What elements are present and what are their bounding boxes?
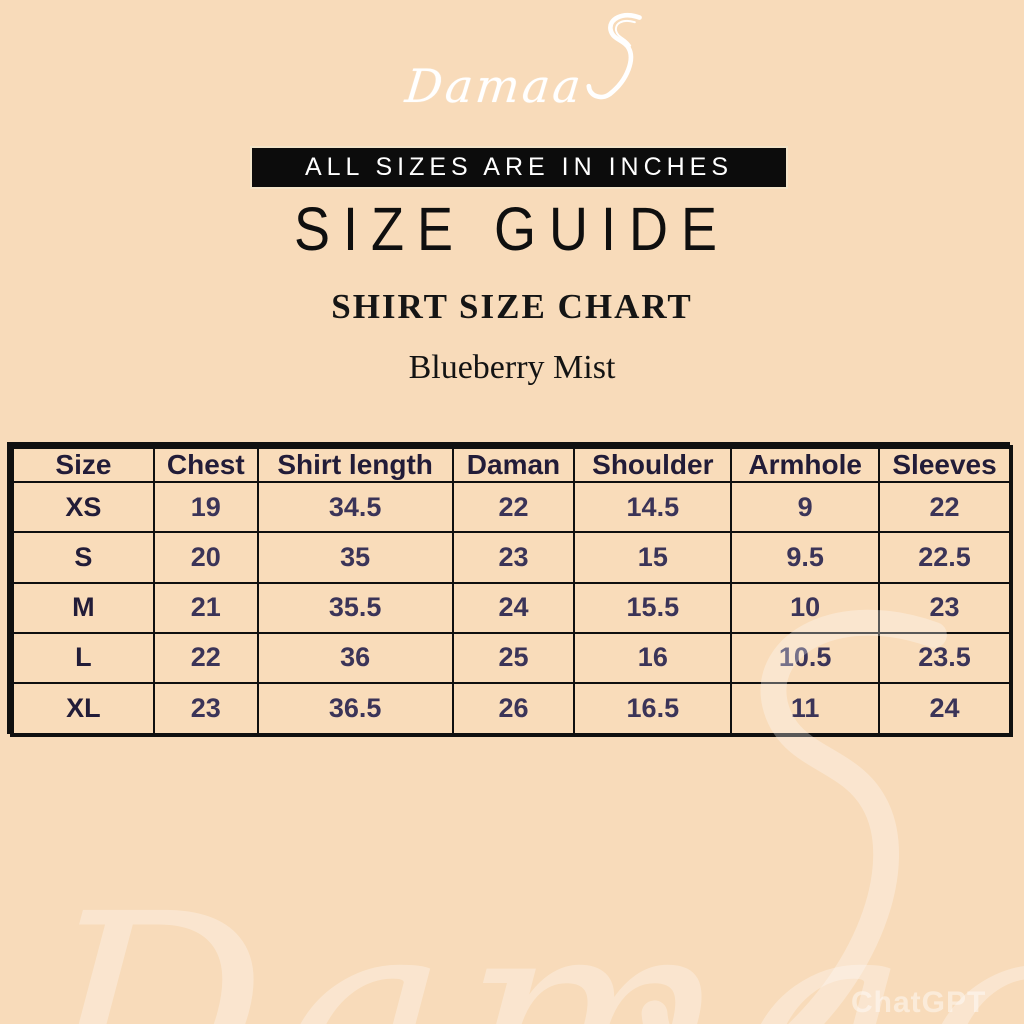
chatgpt-watermark: ChatGPT — [851, 986, 987, 1019]
value-cell: 15.5 — [573, 581, 733, 634]
table-row: L 22 36 25 16 10.5 23.5 — [11, 631, 1012, 685]
value-cell: 23 — [152, 682, 259, 736]
value-cell: 22.5 — [878, 531, 1012, 584]
column-header: Chest — [152, 446, 259, 483]
value-cell: 20 — [152, 531, 259, 584]
value-cell: 26 — [451, 682, 576, 736]
value-cell: 9 — [730, 480, 881, 534]
value-cell: 36.5 — [256, 682, 454, 736]
value-cell: 36 — [256, 631, 454, 685]
table-row: M 21 35.5 24 15.5 10 23 — [11, 581, 1012, 634]
value-cell: 16 — [573, 631, 733, 685]
value-cell: 9.5 — [730, 531, 881, 584]
value-cell: 10.5 — [730, 631, 881, 685]
value-cell: 35 — [256, 531, 454, 584]
value-cell: 35.5 — [256, 581, 454, 634]
value-cell: 19 — [152, 480, 259, 534]
size-cell: M — [11, 581, 155, 634]
value-cell: 22 — [152, 631, 259, 685]
value-cell: 11 — [730, 682, 881, 736]
value-cell: 23 — [878, 581, 1012, 634]
inches-banner: ALL SIZES ARE IN INCHES — [250, 146, 788, 189]
size-cell: S — [11, 531, 155, 584]
column-header: Shoulder — [573, 446, 733, 483]
chart-subtitle: SHIRT SIZE CHART — [331, 287, 693, 326]
brand-logo-text: Damaa — [402, 59, 587, 113]
size-table-container: Size Chest Shirt length Daman Shoulder Armhol… — [10, 445, 1013, 737]
table-row: XL 23 36.5 26 16.5 11 24 — [11, 682, 1012, 736]
column-header: Armhole — [730, 446, 881, 483]
column-header: Sleeves — [878, 446, 1012, 483]
value-cell: 22 — [451, 480, 576, 534]
column-header: Shirt length — [256, 446, 454, 483]
column-header: Daman — [451, 446, 576, 483]
brand-logo: Damaa — [402, 10, 655, 119]
page-title: SIZE GUIDE — [293, 195, 731, 264]
value-cell: 23.5 — [878, 631, 1012, 685]
value-cell: 16.5 — [573, 682, 733, 736]
value-cell: 34.5 — [256, 480, 454, 534]
size-cell: XS — [11, 480, 155, 534]
value-cell: 24 — [878, 682, 1012, 736]
size-cell: L — [11, 631, 155, 685]
s-swoosh-icon — [577, 10, 655, 119]
table-row: S 20 35 23 15 9.5 22.5 — [11, 531, 1012, 584]
value-cell: 22 — [878, 480, 1012, 534]
table-header-row: Size Chest Shirt length Daman Shoulder Armhol… — [11, 446, 1012, 483]
value-cell: 14.5 — [573, 480, 733, 534]
value-cell: 25 — [451, 631, 576, 685]
value-cell: 15 — [573, 531, 733, 584]
value-cell: 21 — [152, 581, 259, 634]
table-row: XS 19 34.5 22 14.5 9 22 — [11, 480, 1012, 534]
colorway-name: Blueberry Mist — [408, 349, 616, 386]
background-brand-watermark: Damaa — [28, 855, 1024, 1024]
size-table: Size Chest Shirt length Daman Shoulder Armhol… — [10, 445, 1013, 737]
column-header: Size — [11, 446, 155, 483]
inches-banner-label: ALL SIZES ARE IN INCHES — [304, 153, 734, 181]
value-cell: 24 — [451, 581, 576, 634]
value-cell: 23 — [451, 531, 576, 584]
size-cell: XL — [11, 682, 155, 736]
value-cell: 10 — [730, 581, 881, 634]
